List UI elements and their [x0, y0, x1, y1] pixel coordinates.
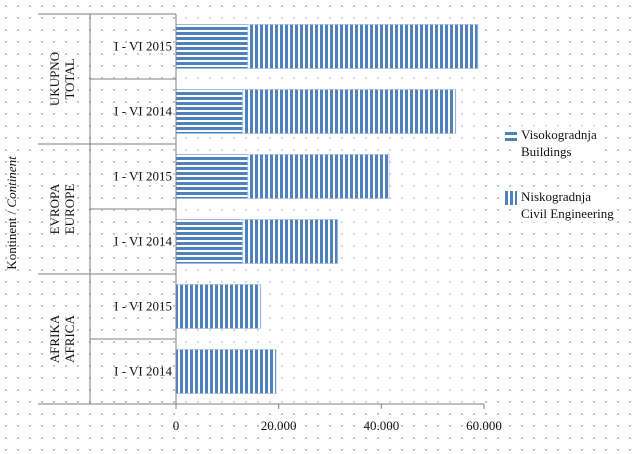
category-label: I - VI 2014 — [114, 364, 172, 379]
bar-civil-engineering-0 — [175, 348, 277, 394]
bar-buildings-5 — [175, 23, 249, 70]
bar-buildings-3 — [175, 153, 249, 199]
bar-civil-engineering-3 — [247, 153, 390, 199]
group-label: EVROPA — [47, 183, 62, 234]
category-label: I - VI 2015 — [114, 169, 172, 184]
legend-label-buildings: Visokogradnja Buildings — [520, 126, 598, 160]
category-label: I - VI 2014 — [114, 104, 172, 119]
legend: Visokogradnja Buildings Niskogradnja Civ… — [505, 126, 635, 250]
category-label: I - VI 2015 — [114, 39, 172, 54]
bar-buildings-2 — [175, 218, 244, 264]
y-axis-title: Kontinent / Continent — [4, 156, 19, 270]
category-label: I - VI 2014 — [114, 234, 172, 249]
legend-item-buildings: Visokogradnja Buildings — [505, 126, 635, 160]
legend-item-civil-engineering: Niskogradnja Civil Engineering — [505, 188, 635, 222]
x-tick-label: 0 — [173, 418, 180, 433]
y-axis-title-italic: Continent — [4, 156, 19, 208]
legend-label-civil-engineering: Niskogradnja Civil Engineering — [520, 188, 615, 222]
x-tick-label: 20.000 — [261, 418, 297, 433]
group-label: TOTAL — [62, 58, 77, 99]
group-label: AFRIKA — [47, 314, 62, 363]
group-label: UKUPNO — [47, 52, 62, 106]
legend-swatch-civil-engineering — [505, 191, 517, 205]
legend-swatch-buildings — [505, 129, 517, 143]
x-tick-label: 60.000 — [466, 418, 502, 433]
bar-civil-engineering-4 — [242, 89, 457, 135]
bar-civil-engineering-5 — [247, 23, 479, 70]
bar-civil-engineering-1 — [175, 283, 262, 329]
bar-buildings-4 — [175, 89, 244, 135]
x-tick-label: 40.000 — [363, 418, 399, 433]
category-label: I - VI 2015 — [114, 299, 172, 314]
y-axis-title-plain: Kontinent / — [4, 208, 19, 270]
plot-area — [176, 14, 484, 404]
bar-civil-engineering-2 — [242, 218, 339, 264]
group-label: AFRICA — [62, 315, 77, 363]
group-label: EUROPE — [62, 184, 77, 235]
